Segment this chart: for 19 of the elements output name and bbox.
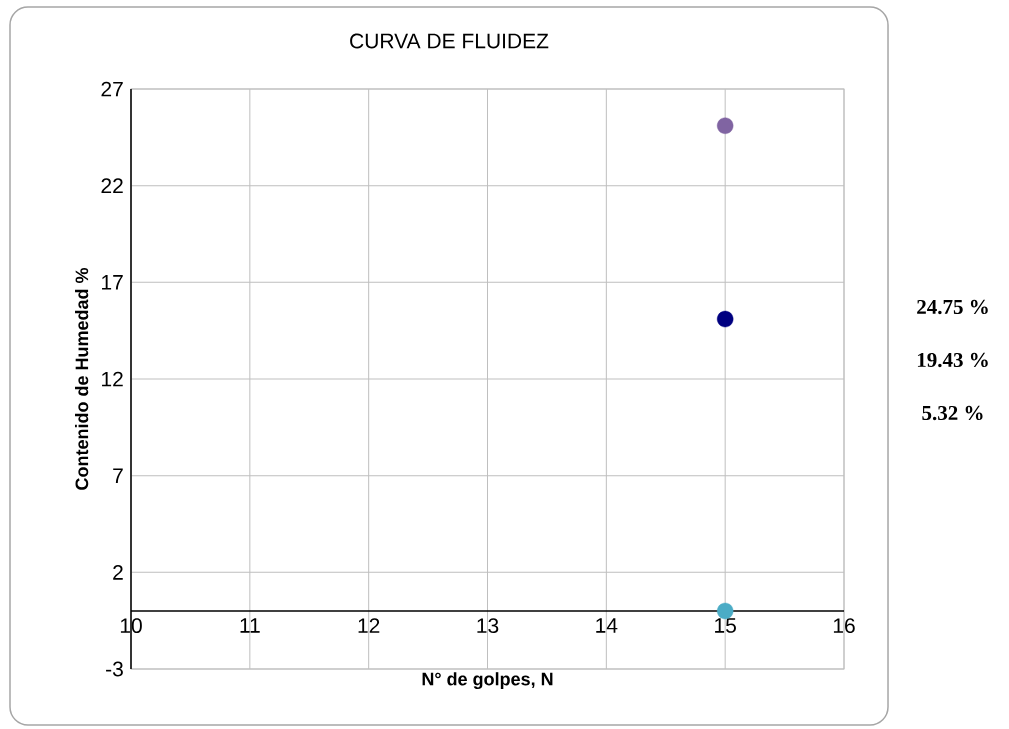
x-axis-title: N° de golpes, N <box>422 672 553 690</box>
x-tick-label: 11 <box>240 618 260 633</box>
x-tick-label: 13 <box>477 618 499 634</box>
y-axis-title: Contenido de Humedad % <box>75 267 89 490</box>
chart-title: CURVA DE FLUIDEZ <box>350 33 549 49</box>
x-tick-label: 15 <box>715 618 736 633</box>
y-tick-label: 12 <box>102 371 123 387</box>
text: 5.32 % <box>922 405 983 421</box>
y-tick-label: -3 <box>106 661 123 677</box>
y-tick-label: 17 <box>102 275 123 290</box>
y-tick-label: 27 <box>101 81 123 97</box>
x-tick-label: 12 <box>358 618 380 633</box>
text: 24.75 % <box>917 299 988 315</box>
x-tick-label: 16 <box>833 618 855 634</box>
x-tick-label: 14 <box>596 618 618 633</box>
y-tick-label: 22 <box>101 178 123 193</box>
y-tick-label: 2 <box>113 565 123 580</box>
y-tick-label: 7 <box>113 468 123 483</box>
text: 19.43 % <box>917 352 988 368</box>
